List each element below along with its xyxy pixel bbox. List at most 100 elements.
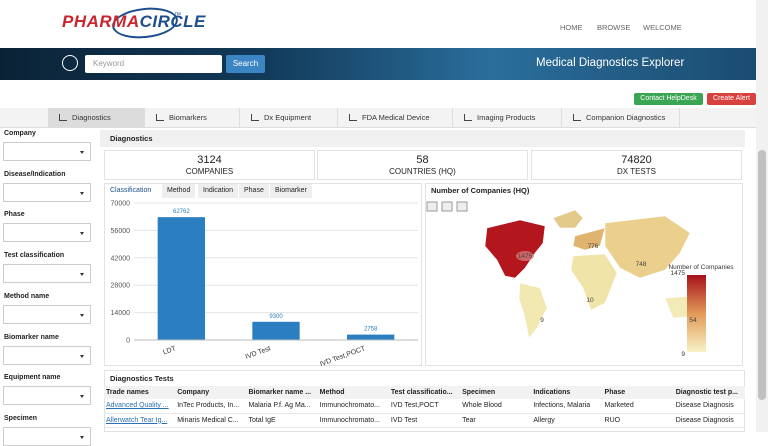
- nav-link[interactable]: HOME: [560, 23, 583, 32]
- x-tick-label: IVD Test,POCT: [319, 345, 367, 366]
- top-bar: [0, 0, 756, 48]
- label-bg: [516, 251, 534, 261]
- table-panel: [104, 370, 745, 432]
- stat-box: 3124 COMPANIES: [104, 150, 315, 180]
- stat-label: DX TESTS: [617, 167, 656, 176]
- table-row: Advanced Quality ... InTec Products, In..…: [104, 399, 745, 413]
- filter-select[interactable]: [3, 182, 91, 202]
- filter-label: Company: [4, 130, 36, 137]
- filter-select[interactable]: [3, 223, 91, 243]
- region: [604, 215, 691, 279]
- filter-label: Disease/Indication: [4, 170, 66, 178]
- map-label: 776: [588, 243, 599, 250]
- nav-link[interactable]: BROWSE: [597, 23, 631, 32]
- table-cell[interactable]: Allerwatch Tear Ig...: [106, 416, 168, 424]
- region: [484, 219, 546, 279]
- legend-scale: [687, 275, 706, 352]
- column-header[interactable]: Phase: [604, 389, 626, 396]
- logo-part: PHARMA: [62, 12, 140, 31]
- column-header[interactable]: Test classificatio...: [390, 389, 453, 396]
- stat-value: 74820: [621, 154, 652, 166]
- stat-box: 74820 DX TESTS: [531, 150, 742, 180]
- chart-tab[interactable]: Indication: [198, 184, 238, 198]
- table-cell: Disease Diagnosis: [675, 416, 734, 424]
- filter-select[interactable]: [3, 304, 91, 324]
- tab-label: Dx Equipment: [264, 113, 312, 122]
- search-button[interactable]: Search: [226, 55, 265, 73]
- tab[interactable]: Imaging Products: [453, 108, 562, 127]
- filter-select[interactable]: [3, 264, 91, 284]
- tab-label: Companion Diagnostics: [586, 113, 666, 122]
- y-tick-label: 42000: [111, 255, 131, 262]
- filter-select[interactable]: [3, 345, 91, 365]
- filter-label: Equipment name: [4, 374, 61, 382]
- helpdesk-button[interactable]: Contact HelpDesk: [634, 93, 703, 105]
- stat-value: 58: [416, 154, 429, 166]
- tab-label: Biomarkers: [169, 113, 207, 122]
- table-cell: Allergy: [533, 416, 555, 424]
- tab-icon: [573, 114, 581, 121]
- bar: [157, 217, 205, 340]
- keyword-input[interactable]: Keyword: [85, 55, 222, 73]
- app-title: Medical Diagnostics Explorer: [536, 57, 685, 69]
- y-tick-label: 56000: [111, 228, 131, 235]
- column-header[interactable]: Trade names: [106, 389, 149, 396]
- tab[interactable]: Companion Diagnostics: [562, 108, 680, 127]
- tab-icon: [464, 114, 472, 121]
- column-header[interactable]: Method: [319, 389, 345, 396]
- table-cell[interactable]: Advanced Quality ...: [106, 402, 169, 410]
- legend-title: Number of Companies: [668, 264, 734, 271]
- value-label: 2758: [364, 327, 378, 333]
- filter-label: Test classification: [4, 252, 65, 260]
- map-tool[interactable]: [441, 201, 453, 212]
- filter-label: Method name: [4, 292, 50, 300]
- chart-tab[interactable]: Biomarker: [270, 184, 312, 198]
- search-icon[interactable]: [62, 55, 78, 71]
- chart-tab[interactable]: Classification: [105, 184, 157, 198]
- chart-tab[interactable]: Method: [162, 184, 196, 198]
- column-header[interactable]: Diagnostic test p...: [675, 389, 738, 396]
- tab[interactable]: Dx Equipment: [240, 108, 338, 127]
- table-cell: Infections, Malaria: [533, 402, 591, 410]
- tab-label: Imaging Products: [477, 113, 536, 122]
- y-tick-label: 0: [126, 338, 130, 345]
- tab[interactable]: Biomarkers: [145, 108, 240, 127]
- map-label: 10: [586, 297, 594, 304]
- table-cell: Minaris Medical C...: [177, 416, 239, 424]
- x-tick-label: IVD Test: [245, 345, 272, 361]
- region: [552, 209, 584, 229]
- scroll-thumb[interactable]: [758, 150, 766, 400]
- filter-select[interactable]: [3, 142, 91, 161]
- filter-label: Phase: [4, 211, 25, 219]
- map-tool[interactable]: [456, 201, 468, 212]
- column-header[interactable]: Specimen: [462, 389, 496, 396]
- alert-button[interactable]: Create Alert: [707, 93, 756, 105]
- column-header[interactable]: Biomarker name ...: [248, 389, 312, 396]
- tab[interactable]: FDA Medical Device: [338, 108, 453, 127]
- filter-select[interactable]: [3, 426, 91, 446]
- chart-tab[interactable]: Phase: [239, 184, 269, 198]
- column-header[interactable]: Company: [177, 389, 210, 396]
- table-cell: Malaria P.f. Ag Ma...: [248, 402, 311, 410]
- y-tick-label: 14000: [111, 310, 131, 317]
- filter-select[interactable]: [3, 386, 91, 406]
- table-cell: Immunochromato...: [319, 402, 380, 410]
- header-row: Trade names Company Biomarker name ... Meth…: [104, 386, 745, 399]
- stat-value: 3124: [197, 154, 222, 166]
- column-header[interactable]: Indications: [533, 389, 571, 396]
- region: [518, 282, 548, 339]
- table-cell: IVD Test: [390, 416, 418, 424]
- tab-icon: [251, 114, 259, 121]
- y-tick-label: 28000: [111, 283, 131, 290]
- panel-title: Diagnostics: [100, 130, 745, 147]
- map-tool[interactable]: [426, 201, 438, 212]
- tab-bar: [0, 108, 756, 128]
- stat-label: COUNTRIES (HQ): [389, 167, 456, 176]
- tab[interactable]: Diagnostics: [48, 108, 145, 127]
- legend-min: 9: [681, 351, 685, 358]
- logo[interactable]: PHARMACIRCLE: [62, 12, 206, 32]
- nav-link[interactable]: WELCOME: [643, 23, 682, 32]
- table-cell: InTec Products, In...: [177, 402, 240, 410]
- x-tick-label: LDT: [162, 345, 178, 356]
- logo-part: CIRCLE: [139, 12, 206, 31]
